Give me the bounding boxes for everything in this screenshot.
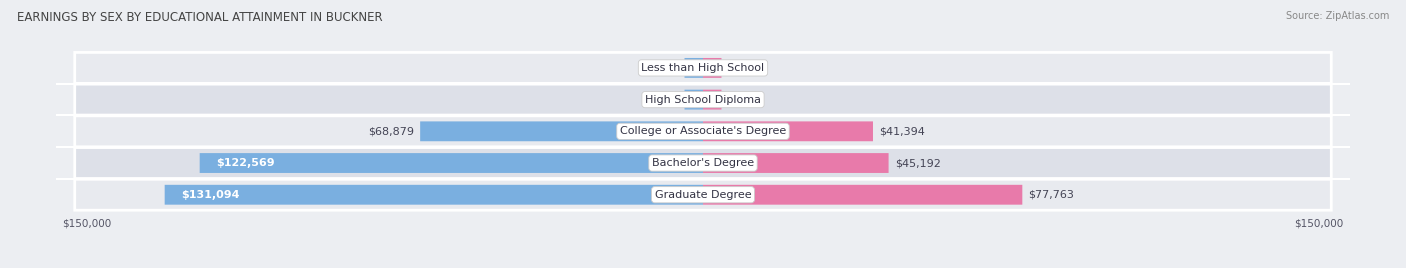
FancyBboxPatch shape — [685, 58, 703, 78]
Text: High School Diploma: High School Diploma — [645, 95, 761, 105]
Text: $77,763: $77,763 — [1028, 190, 1074, 200]
FancyBboxPatch shape — [703, 185, 1022, 205]
FancyBboxPatch shape — [703, 58, 721, 78]
FancyBboxPatch shape — [75, 84, 1331, 115]
FancyBboxPatch shape — [703, 121, 873, 141]
FancyBboxPatch shape — [75, 116, 1331, 147]
FancyBboxPatch shape — [75, 179, 1331, 210]
Text: Source: ZipAtlas.com: Source: ZipAtlas.com — [1285, 11, 1389, 21]
FancyBboxPatch shape — [165, 185, 703, 205]
Text: $0: $0 — [665, 63, 678, 73]
Text: $41,394: $41,394 — [879, 126, 925, 136]
FancyBboxPatch shape — [703, 90, 721, 110]
Text: $0: $0 — [728, 95, 741, 105]
Text: EARNINGS BY SEX BY EDUCATIONAL ATTAINMENT IN BUCKNER: EARNINGS BY SEX BY EDUCATIONAL ATTAINMEN… — [17, 11, 382, 24]
Text: $68,879: $68,879 — [368, 126, 413, 136]
FancyBboxPatch shape — [420, 121, 703, 141]
Text: Bachelor's Degree: Bachelor's Degree — [652, 158, 754, 168]
Text: $0: $0 — [665, 95, 678, 105]
FancyBboxPatch shape — [685, 90, 703, 110]
FancyBboxPatch shape — [75, 148, 1331, 178]
Text: $131,094: $131,094 — [181, 190, 239, 200]
Text: Graduate Degree: Graduate Degree — [655, 190, 751, 200]
FancyBboxPatch shape — [703, 153, 889, 173]
Text: College or Associate's Degree: College or Associate's Degree — [620, 126, 786, 136]
FancyBboxPatch shape — [75, 53, 1331, 83]
Text: Less than High School: Less than High School — [641, 63, 765, 73]
Text: $122,569: $122,569 — [217, 158, 274, 168]
Text: $45,192: $45,192 — [894, 158, 941, 168]
Text: $0: $0 — [728, 63, 741, 73]
FancyBboxPatch shape — [200, 153, 703, 173]
